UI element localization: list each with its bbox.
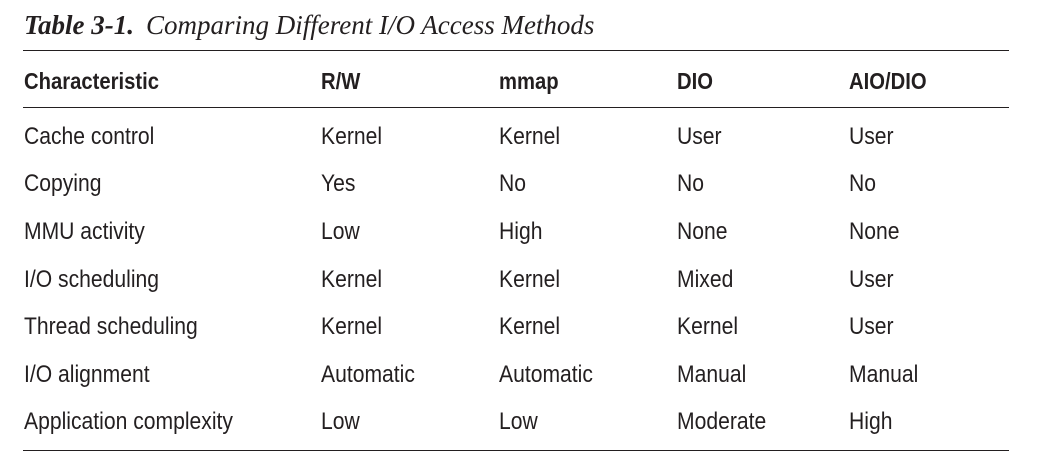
table-cell: Automatic [321, 360, 415, 388]
table-row: Cache control Kernel Kernel User User [24, 107, 1009, 161]
bottom-rule [23, 450, 1009, 451]
header-rule [23, 107, 1009, 108]
table-cell: No [849, 170, 877, 198]
row-label: Application complexity [24, 408, 233, 436]
table-cell: Kernel [321, 122, 383, 150]
table-row: Application complexity Low Low Moderate … [24, 399, 1009, 447]
row-label: Thread scheduling [24, 313, 198, 341]
table-cell: None [849, 217, 900, 245]
row-label: I/O alignment [24, 360, 150, 388]
table-cell: User [849, 122, 894, 150]
table-cell: No [677, 170, 705, 198]
column-header-rw: R/W [321, 67, 361, 94]
table-cell: Kernel [499, 265, 561, 293]
table-cell: None [677, 217, 728, 245]
column-header-dio: DIO [677, 67, 713, 94]
table-cell: User [677, 122, 722, 150]
table-cell: User [849, 265, 894, 293]
table-cell: Kernel [677, 313, 739, 341]
table-cell: Manual [677, 360, 747, 388]
table-row: I/O alignment Automatic Automatic Manual… [24, 351, 1009, 399]
column-header-characteristic: Characteristic [24, 67, 160, 94]
column-header-mmap: mmap [499, 67, 559, 94]
table-cell: High [499, 217, 543, 245]
table-cell: Kernel [321, 313, 383, 341]
table-cell: Yes [321, 170, 356, 198]
table-cell: Low [321, 217, 360, 245]
table-cell: Kernel [499, 122, 561, 150]
table-cell: Manual [849, 360, 919, 388]
table-row: Thread scheduling Kernel Kernel Kernel U… [24, 303, 1009, 351]
top-rule [23, 50, 1009, 51]
table-cell: Mixed [677, 265, 734, 293]
table-header-row: Characteristic R/W mmap DIO AIO/DIO [24, 55, 1009, 107]
table-cell: Low [321, 408, 360, 436]
table-cell: No [499, 170, 527, 198]
column-header-aio-dio: AIO/DIO [849, 67, 927, 94]
table-cell: Low [499, 408, 538, 436]
table-row: Copying Yes No No No [24, 161, 1009, 209]
table-title: Comparing Different I/O Access Methods [146, 10, 595, 40]
row-label: Cache control [24, 122, 155, 150]
table-caption: Table 3-1. Comparing Different I/O Access… [24, 8, 594, 42]
table-cell: Moderate [677, 408, 767, 436]
row-label: MMU activity [24, 217, 145, 245]
table-cell: Automatic [499, 360, 593, 388]
table-cell: User [849, 313, 894, 341]
table-cell: Kernel [321, 265, 383, 293]
row-label: Copying [24, 170, 102, 198]
table-row: MMU activity Low High None None [24, 208, 1009, 256]
table-number: Table 3-1. [24, 10, 134, 40]
row-label: I/O scheduling [24, 265, 160, 293]
table-cell: High [849, 408, 893, 436]
io-methods-table: Characteristic R/W mmap DIO AIO/DIO Cach… [24, 55, 1009, 446]
table-row: I/O scheduling Kernel Kernel Mixed User [24, 256, 1009, 304]
table-cell: Kernel [499, 313, 561, 341]
